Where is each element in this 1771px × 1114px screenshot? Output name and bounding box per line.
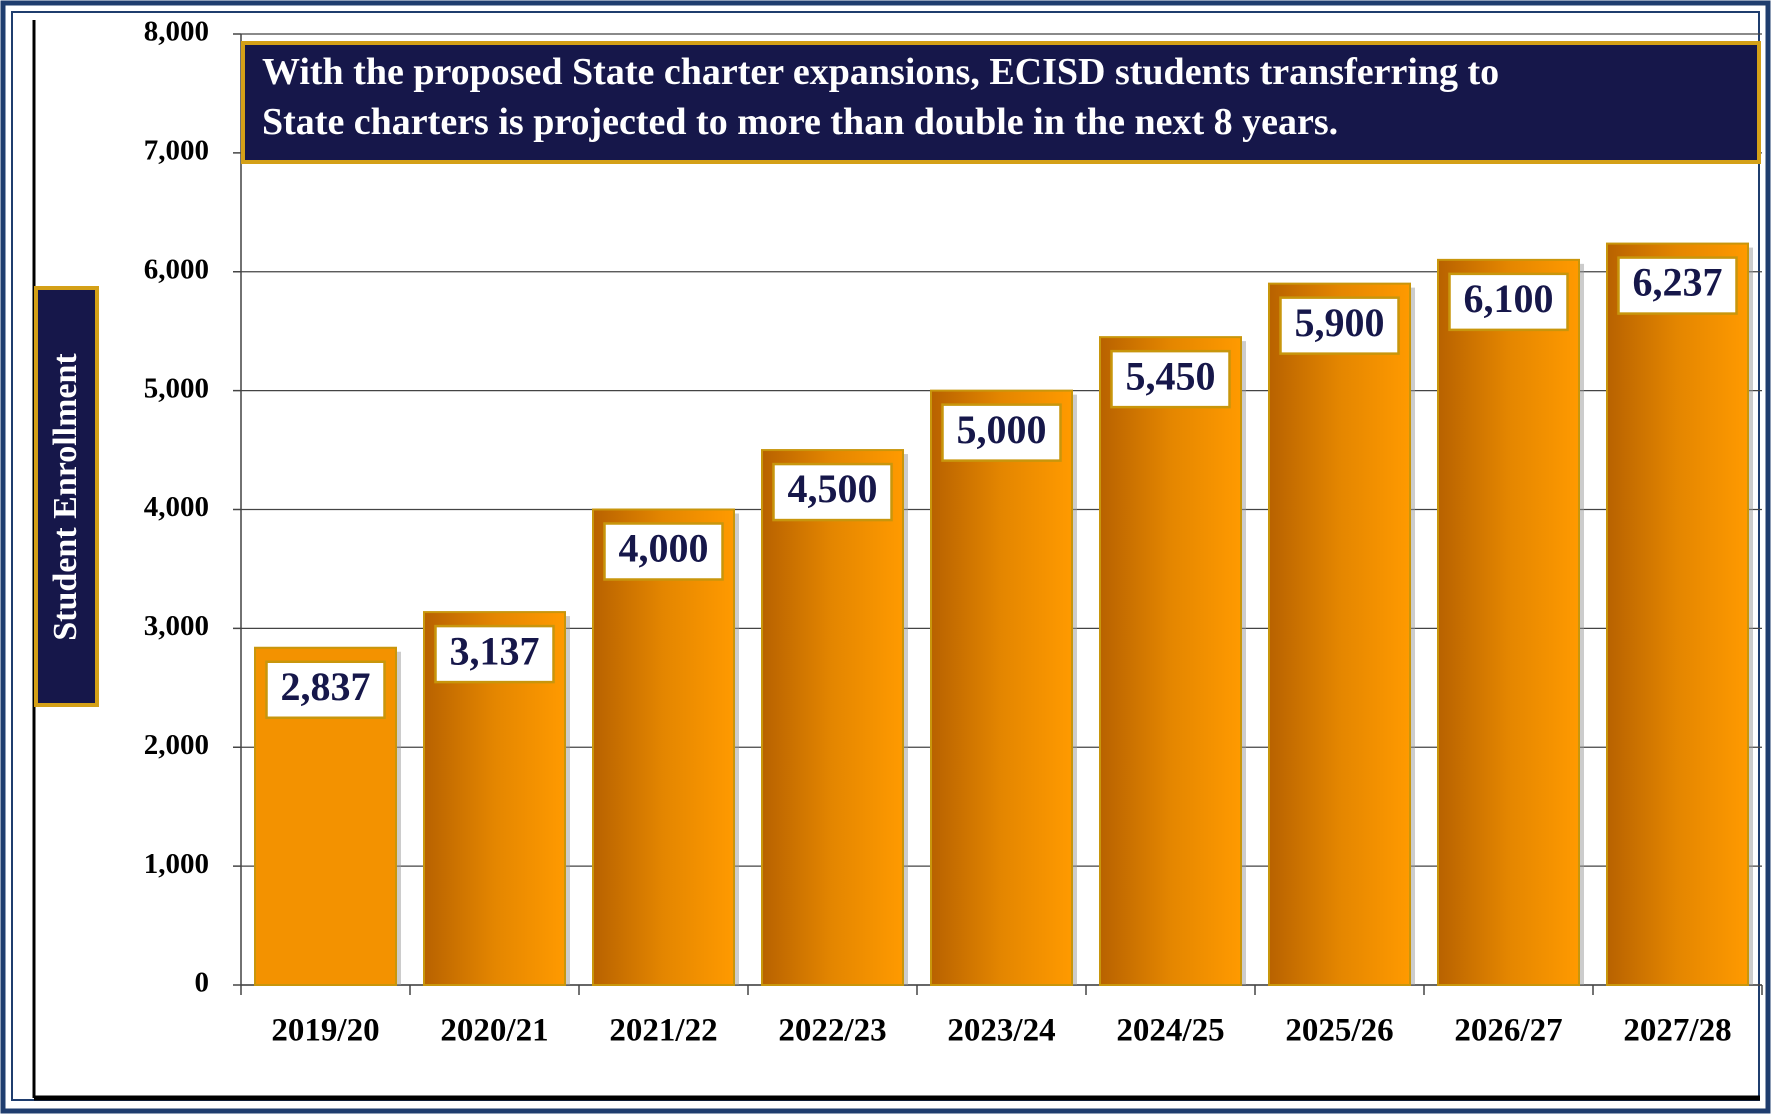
y-tick-label: 5,000 <box>144 372 209 404</box>
y-label-box <box>34 286 99 707</box>
annotation-box <box>241 41 1761 164</box>
y-tick-label: 8,000 <box>144 16 209 48</box>
value-label-box <box>434 624 555 684</box>
x-tick-label: 2026/27 <box>1454 1013 1562 1049</box>
bar <box>1437 258 1580 986</box>
bar <box>930 389 1073 986</box>
x-tick-label: 2022/23 <box>778 1013 886 1049</box>
annotation: With the proposed State charter expansio… <box>262 51 1499 143</box>
value-label: 3,137 <box>450 628 540 673</box>
y-tick-label: 2,000 <box>144 729 209 761</box>
value-label: 5,000 <box>957 407 1047 452</box>
value-label: 2,837 <box>281 664 371 709</box>
y-tick-label: 0 <box>195 967 210 999</box>
y-tick-label: 6,000 <box>144 253 209 285</box>
y-tick-label: 1,000 <box>144 848 209 880</box>
bar <box>761 449 904 986</box>
value-label-box <box>772 462 893 522</box>
value-label-box <box>265 660 386 720</box>
y-tick-label: 3,000 <box>144 610 209 642</box>
value-label: 5,450 <box>1126 353 1216 398</box>
x-tick-label: 2021/22 <box>609 1013 717 1049</box>
value-label: 5,900 <box>1295 300 1385 345</box>
value-label-box <box>941 403 1062 462</box>
bar <box>1099 336 1242 987</box>
x-tick-label: 2025/26 <box>1285 1013 1393 1049</box>
bar <box>1268 282 1411 986</box>
value-label: 4,000 <box>619 526 709 571</box>
value-label: 6,100 <box>1464 276 1554 321</box>
value-label-box <box>1617 256 1738 315</box>
y-tick-label: 4,000 <box>144 491 209 523</box>
value-label: 4,500 <box>788 466 878 511</box>
y-tick-label: 7,000 <box>144 135 209 167</box>
x-tick-label: 2027/28 <box>1623 1013 1731 1049</box>
value-label-box <box>1110 349 1231 409</box>
value-label: 6,237 <box>1633 260 1723 305</box>
x-tick-label: 2019/20 <box>271 1013 379 1049</box>
x-tick-label: 2020/21 <box>440 1013 548 1049</box>
x-tick-label: 2024/25 <box>1116 1013 1224 1049</box>
y-axis-label: Student Enrollment <box>47 353 84 641</box>
bar <box>592 508 735 986</box>
value-label-box <box>603 522 724 581</box>
value-label-box <box>1279 296 1400 355</box>
value-label-box <box>1448 272 1569 332</box>
bar <box>1606 242 1749 987</box>
x-tick-label: 2023/24 <box>947 1013 1055 1049</box>
